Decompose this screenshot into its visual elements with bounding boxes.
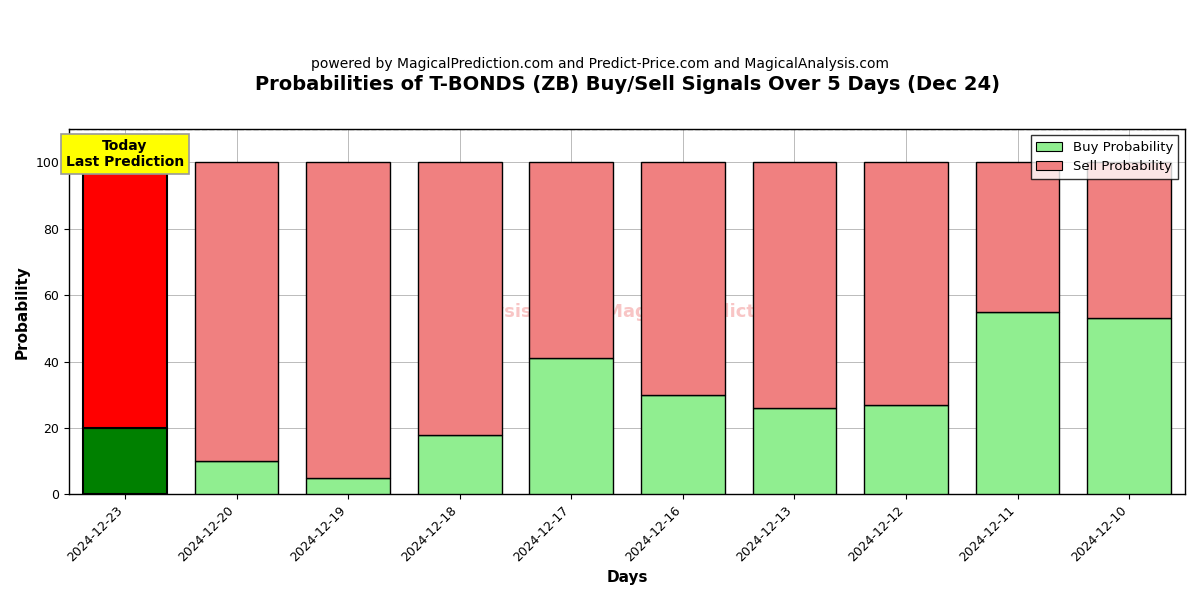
Bar xyxy=(418,434,502,494)
Bar xyxy=(752,408,836,494)
Bar xyxy=(641,162,725,395)
Bar xyxy=(83,162,167,428)
Bar xyxy=(976,162,1060,311)
Bar xyxy=(306,478,390,494)
Title: Probabilities of T-BONDS (ZB) Buy/Sell Signals Over 5 Days (Dec 24): Probabilities of T-BONDS (ZB) Buy/Sell S… xyxy=(254,75,1000,94)
Text: Today
Last Prediction: Today Last Prediction xyxy=(66,139,184,169)
Legend: Buy Probability, Sell Probability: Buy Probability, Sell Probability xyxy=(1031,136,1178,179)
Bar xyxy=(83,428,167,494)
Bar xyxy=(752,162,836,408)
Bar xyxy=(864,405,948,494)
Bar xyxy=(306,162,390,478)
Bar xyxy=(976,311,1060,494)
Bar xyxy=(641,395,725,494)
Bar xyxy=(1087,162,1171,319)
Y-axis label: Probability: Probability xyxy=(16,265,30,359)
Text: calAnalysis.com    MagicalPrediction.com: calAnalysis.com MagicalPrediction.com xyxy=(419,302,835,320)
Text: powered by MagicalPrediction.com and Predict-Price.com and MagicalAnalysis.com: powered by MagicalPrediction.com and Pre… xyxy=(311,57,889,71)
Bar xyxy=(529,358,613,494)
Bar xyxy=(194,461,278,494)
Bar xyxy=(529,162,613,358)
Bar xyxy=(864,162,948,405)
Bar xyxy=(418,162,502,434)
Bar xyxy=(1087,319,1171,494)
Bar xyxy=(194,162,278,461)
X-axis label: Days: Days xyxy=(606,570,648,585)
